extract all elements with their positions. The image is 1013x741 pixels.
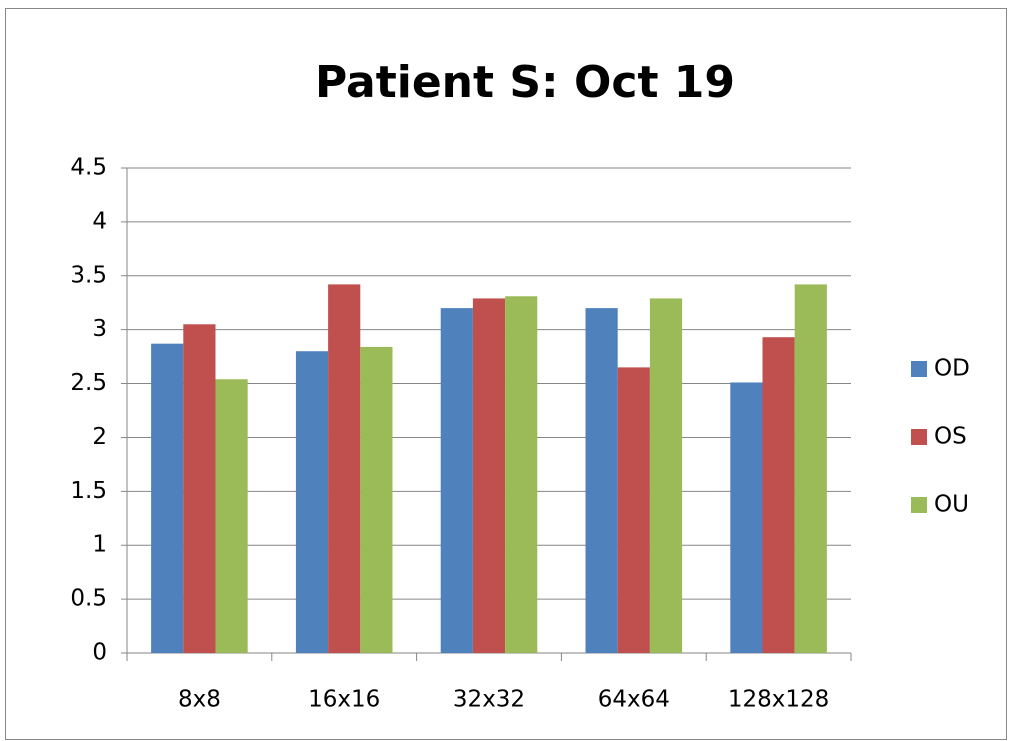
y-tick-label: 0.5: [70, 586, 107, 612]
y-tick-label: 3.5: [70, 262, 107, 288]
y-tick-label: 4.5: [70, 155, 107, 181]
bar: [617, 367, 650, 653]
x-tick-label: 64x64: [598, 687, 670, 713]
y-tick-label: 2.5: [70, 370, 107, 396]
bar: [360, 346, 393, 653]
bar: [151, 343, 184, 653]
y-tick-label: 4: [92, 208, 107, 234]
y-tick-label: 0: [92, 640, 107, 666]
y-tick-label: 1: [92, 532, 107, 558]
bar: [649, 298, 683, 653]
legend-swatch: [911, 429, 927, 445]
bar: [585, 308, 618, 653]
x-tick-label: 32x32: [453, 687, 525, 713]
bar: [472, 298, 506, 653]
bar: [328, 284, 361, 653]
bar: [794, 284, 827, 653]
legend-label: OS: [934, 424, 967, 450]
y-tick-label: 1.5: [70, 478, 107, 504]
x-tick-label: 8x8: [178, 687, 221, 713]
bar: [440, 308, 473, 653]
bar: [505, 296, 538, 653]
legend-swatch: [911, 361, 927, 377]
legend-label: OD: [934, 356, 970, 382]
y-tick-label: 3: [92, 316, 107, 342]
bar: [183, 324, 216, 653]
bar: [215, 379, 248, 653]
legend-label: OU: [934, 492, 969, 518]
bar: [762, 337, 795, 653]
chart-title: Patient S: Oct 19: [315, 57, 735, 108]
bar: [295, 351, 329, 653]
legend-swatch: [911, 497, 927, 513]
y-tick-label: 2: [92, 424, 107, 450]
x-tick-label: 128x128: [728, 687, 829, 713]
x-tick-label: 16x16: [308, 687, 380, 713]
bar: [730, 382, 763, 653]
